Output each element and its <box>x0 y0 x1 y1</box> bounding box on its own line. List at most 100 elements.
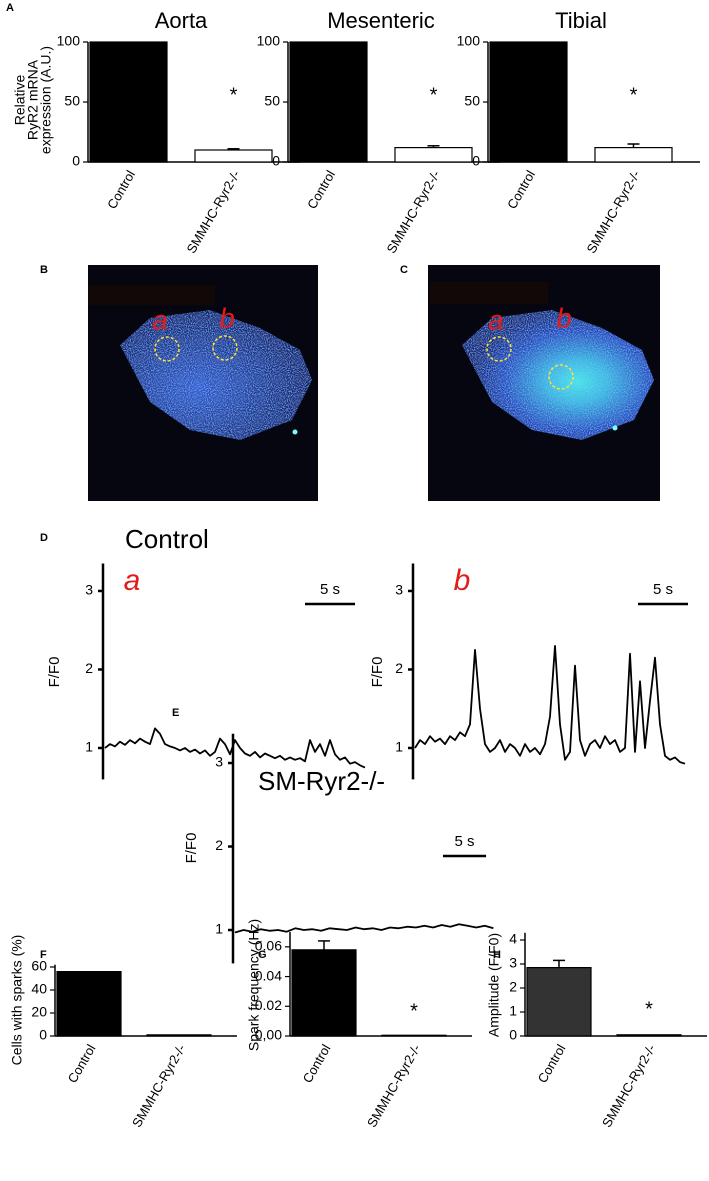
chart-title: Aorta <box>155 8 208 33</box>
bar <box>526 966 592 1037</box>
error-bar <box>227 148 240 150</box>
y-tick-label: 2 <box>85 660 93 676</box>
trace <box>414 645 686 765</box>
y-tick-label: 0.02 <box>255 997 282 1013</box>
y-tick-label: 0 <box>509 1027 517 1043</box>
trace-label: a <box>124 564 141 597</box>
panel-letter: E <box>172 707 179 719</box>
trace-label: b <box>454 564 471 597</box>
y-tick-label: 0.04 <box>255 967 282 983</box>
bar <box>394 147 473 163</box>
y-tick-label: 0 <box>472 153 480 169</box>
roi-label: b <box>556 302 572 333</box>
significance: * <box>630 84 638 106</box>
y-tick-label: 50 <box>464 93 480 109</box>
significance: * <box>430 84 438 106</box>
x-tick-label: SMMHC-Ryr2-/- <box>584 168 644 256</box>
x-tick-label: Control <box>304 168 338 212</box>
scale-bar-label: 5 s <box>320 581 340 598</box>
y-tick-label: 50 <box>264 93 280 109</box>
y-tick-label: 0,00 <box>255 1027 282 1043</box>
x-tick-label: SMMHC-Ryr2-/- <box>129 1042 189 1130</box>
y-tick-label: 3 <box>395 582 403 598</box>
chart-title: Control <box>125 524 209 554</box>
x-tick-label: Control <box>504 168 538 212</box>
bar <box>146 1034 212 1037</box>
error-bar <box>627 143 640 148</box>
y-tick-label: 3 <box>85 582 93 598</box>
image-c: a b <box>428 265 660 501</box>
scale-bar-label: 5 s <box>653 581 673 598</box>
significance: * <box>230 84 238 106</box>
x-tick-label: Control <box>300 1042 334 1086</box>
bar <box>381 1034 447 1037</box>
panel-letter: A <box>6 2 14 14</box>
bar <box>89 41 168 163</box>
bar <box>291 949 357 1037</box>
trace <box>234 923 494 934</box>
bar <box>194 149 273 163</box>
y-tick-label: 1 <box>85 739 93 755</box>
y-tick-label: 1 <box>509 1003 517 1019</box>
y-tick-label: 60 <box>31 958 47 974</box>
y-tick-label: 0 <box>39 1027 47 1043</box>
y-tick-label: 1 <box>215 921 223 937</box>
bar <box>289 41 368 163</box>
x-tick-label: SMMHC-Ryr2-/- <box>184 168 244 256</box>
y-tick-label: 2 <box>395 660 403 676</box>
roi-label: a <box>488 304 504 335</box>
chart-title: Tibial <box>555 8 607 33</box>
x-tick-label: SMMHC-Ryr2-/- <box>384 168 444 256</box>
y-axis-label: F/F0 <box>46 657 63 688</box>
error-bar <box>427 145 440 148</box>
y-axis-label: F/F0 <box>183 833 200 864</box>
panel-letter: B <box>40 264 48 276</box>
bar <box>594 147 673 163</box>
x-tick-label: SMMHC-Ryr2-/- <box>599 1042 659 1130</box>
panel-letter: D <box>40 532 48 544</box>
panel-letter: C <box>400 264 408 276</box>
chart-title: SM-Ryr2-/- <box>258 766 385 796</box>
y-tick-label: 1 <box>395 739 403 755</box>
error-bar <box>318 940 330 950</box>
y-tick-label: 50 <box>64 93 80 109</box>
trace <box>104 727 366 769</box>
y-tick-label: 3 <box>215 754 223 770</box>
image-b: a b <box>88 265 318 501</box>
significance: * <box>410 1000 418 1022</box>
y-tick-label: 2 <box>215 837 223 853</box>
scale-bar-label: 5 s <box>455 833 475 850</box>
x-tick-label: Control <box>65 1042 99 1086</box>
y-tick-label: 20 <box>31 1004 47 1020</box>
y-axis-label: Cells with sparks (%) <box>9 935 25 1066</box>
roi-label: a <box>152 304 168 335</box>
y-tick-label: 40 <box>31 981 47 997</box>
significance: * <box>645 998 653 1020</box>
x-tick-label: SMMHC-Ryr2-/- <box>364 1042 424 1130</box>
y-axis-label: expression (A.U.) <box>38 46 54 154</box>
bar <box>56 970 122 1037</box>
chart-title: Mesenteric <box>327 8 435 33</box>
y-axis-label: F/F0 <box>369 657 386 688</box>
y-axis-label: RyR2 mRNA <box>25 59 41 140</box>
panel-letter: F <box>40 949 47 961</box>
y-tick-label: 0.06 <box>255 938 282 954</box>
bar <box>489 41 568 163</box>
roi-label: b <box>219 302 235 333</box>
y-tick-label: 100 <box>457 33 481 49</box>
panel-letter: G <box>258 949 267 961</box>
y-tick-label: 4 <box>509 931 517 947</box>
bar <box>616 1034 682 1037</box>
error-bar <box>553 959 565 968</box>
x-tick-label: Control <box>535 1042 569 1086</box>
y-axis-label: Relative <box>12 75 28 126</box>
x-tick-label: Control <box>104 168 138 212</box>
panel-letter: H <box>493 949 501 961</box>
y-tick-label: 100 <box>257 33 281 49</box>
y-tick-label: 100 <box>57 33 81 49</box>
y-tick-label: 2 <box>509 979 517 995</box>
y-axis-label: Amplitude (F/F0) <box>486 933 502 1037</box>
y-tick-label: 0 <box>272 153 280 169</box>
y-tick-label: 3 <box>509 955 517 971</box>
